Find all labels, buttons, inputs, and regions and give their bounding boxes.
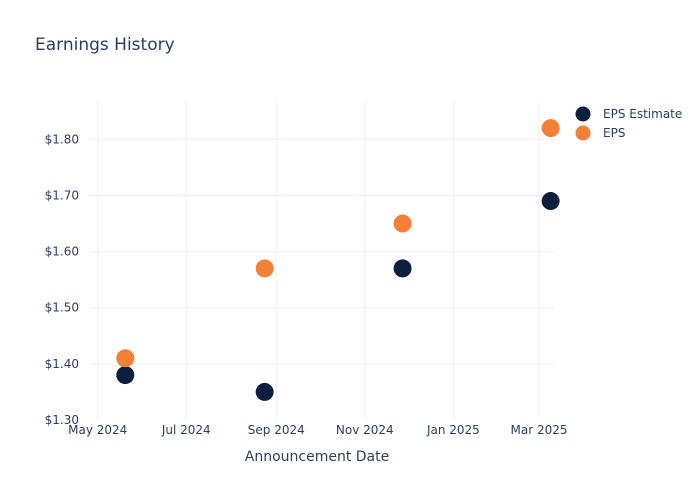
x-axis-title: Announcement Date	[245, 449, 389, 465]
eps-point[interactable]	[393, 214, 412, 233]
eps-estimate-point[interactable]	[116, 366, 135, 385]
eps-estimate-point[interactable]	[255, 382, 274, 401]
x-tick-label: Jul 2024	[161, 423, 211, 437]
eps-estimate-point[interactable]	[541, 192, 560, 211]
legend-marker-eps[interactable]	[575, 125, 591, 141]
eps-point[interactable]	[116, 349, 135, 368]
x-tick-label: Mar 2025	[511, 423, 568, 437]
legend-label-eps-estimate[interactable]: EPS Estimate	[603, 107, 682, 121]
eps-estimate-point[interactable]	[393, 259, 412, 278]
eps-point[interactable]	[541, 119, 560, 138]
y-tick-label: $1.40	[45, 357, 79, 371]
eps-point[interactable]	[255, 259, 274, 278]
legend: EPS Estimate EPS	[575, 106, 682, 141]
data-points	[116, 119, 560, 401]
chart-title: Earnings History	[35, 35, 175, 55]
legend-marker-eps-estimate[interactable]	[575, 106, 591, 122]
x-tick-label: Sep 2024	[248, 423, 305, 437]
y-tick-label: $1.30	[45, 413, 79, 427]
y-tick-label: $1.50	[45, 301, 79, 315]
x-tick-label: Nov 2024	[336, 423, 394, 437]
grid	[89, 100, 555, 420]
legend-label-eps[interactable]: EPS	[603, 126, 625, 140]
y-tick-label: $1.70	[45, 188, 79, 202]
x-tick-label: Jan 2025	[426, 423, 480, 437]
y-tick-label: $1.80	[45, 132, 79, 146]
x-tick-label: May 2024	[68, 423, 127, 437]
y-tick-label: $1.60	[45, 245, 79, 259]
ticks: May 2024 Jul 2024 Sep 2024 Nov 2024 Jan 2025…	[45, 132, 568, 437]
